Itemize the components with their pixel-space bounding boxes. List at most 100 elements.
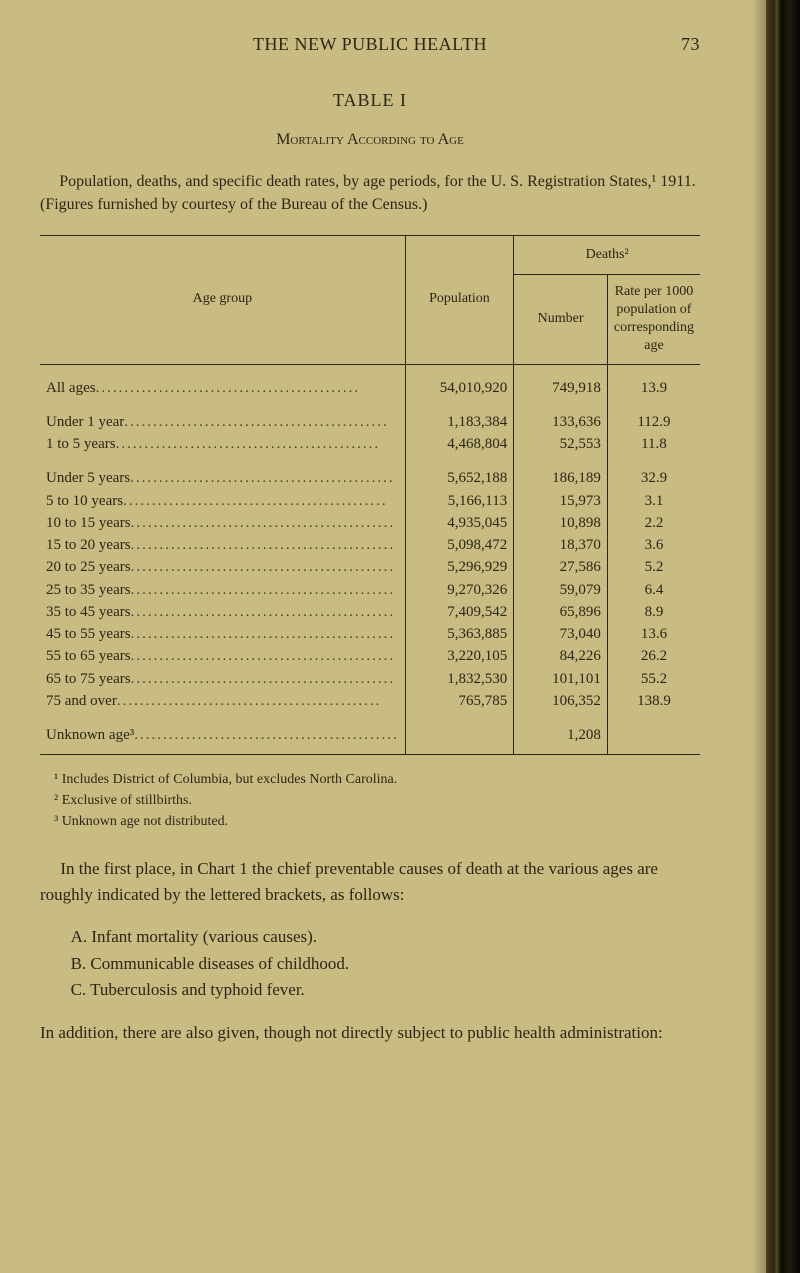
cell-population: 1,832,530 xyxy=(405,668,514,690)
table-row: Under 5 years 5,652,188186,18932.9 xyxy=(40,467,700,489)
row-label-text: 35 to 45 years xyxy=(46,602,131,622)
leader-dots xyxy=(131,602,399,622)
running-header: THE NEW PUBLIC HEALTH 73 xyxy=(40,32,700,56)
cell-age-label: 55 to 65 years xyxy=(40,645,405,667)
cell-rate: 8.9 xyxy=(607,601,700,623)
leader-dots xyxy=(117,691,399,711)
cell-deaths-number: 10,898 xyxy=(514,512,608,534)
row-label-text: 55 to 65 years xyxy=(46,646,131,666)
table-row: Under 1 year1,183,384133,636112.9 xyxy=(40,411,700,433)
row-label-text: 15 to 20 years xyxy=(46,535,131,555)
cell-rate: 55.2 xyxy=(607,668,700,690)
row-label-text: 65 to 75 years xyxy=(46,669,131,689)
leader-dots xyxy=(131,580,399,600)
leader-dots xyxy=(134,725,399,745)
cell-population: 5,296,929 xyxy=(405,556,514,578)
col-head-rate: Rate per 1000 population of correspondin… xyxy=(607,274,700,364)
leader-dots xyxy=(123,491,399,511)
cell-deaths-number: 186,189 xyxy=(514,467,608,489)
cell-population: 7,409,542 xyxy=(405,601,514,623)
cell-rate: 13.6 xyxy=(607,623,700,645)
book-binding-edge xyxy=(766,0,800,1273)
row-label-text: 5 to 10 years xyxy=(46,491,123,511)
leader-dots xyxy=(131,624,399,644)
row-label-text: 1 to 5 years xyxy=(46,434,116,454)
cell-deaths-number: 59,079 xyxy=(514,579,608,601)
table-row: Unknown age³ 1,208 xyxy=(40,724,700,746)
cell-rate: 26.2 xyxy=(607,645,700,667)
table-title: TABLE I xyxy=(40,88,700,112)
footnote-3: ³ Unknown age not distributed. xyxy=(40,811,700,832)
cell-rate: 138.9 xyxy=(607,690,700,712)
row-label-text: Unknown age³ xyxy=(46,725,134,745)
cell-population: 4,935,045 xyxy=(405,512,514,534)
table-row: 45 to 55 years5,363,88573,04013.6 xyxy=(40,623,700,645)
mortality-table: Age group Population Deaths² Number Rate… xyxy=(40,235,700,756)
cell-rate: 2.2 xyxy=(607,512,700,534)
cell-age-label: 1 to 5 years xyxy=(40,433,405,455)
cell-age-label: Unknown age³ xyxy=(40,724,405,746)
cell-rate: 6.4 xyxy=(607,579,700,601)
table-row: 65 to 75 years 1,832,530101,10155.2 xyxy=(40,668,700,690)
row-label-text: Under 5 years xyxy=(46,468,130,488)
row-label-text: Under 1 year xyxy=(46,412,124,432)
cell-deaths-number: 101,101 xyxy=(514,668,608,690)
row-label-text: All ages xyxy=(46,378,96,398)
row-label-text: 20 to 25 years xyxy=(46,557,131,577)
cell-deaths-number: 133,636 xyxy=(514,411,608,433)
cell-age-label: 65 to 75 years xyxy=(40,668,405,690)
cell-deaths-number: 15,973 xyxy=(514,490,608,512)
table-row: 35 to 45 years7,409,54265,8968.9 xyxy=(40,601,700,623)
page-wrap: THE NEW PUBLIC HEALTH 73 TABLE I Mortali… xyxy=(0,0,800,1273)
cell-population: 5,166,113 xyxy=(405,490,514,512)
cell-rate: 13.9 xyxy=(607,377,700,399)
cell-rate xyxy=(607,724,700,746)
body-paragraph-2: In addition, there are also given, thoug… xyxy=(40,1020,700,1046)
cell-deaths-number: 18,370 xyxy=(514,534,608,556)
cell-rate: 32.9 xyxy=(607,467,700,489)
cell-age-label: 25 to 35 years xyxy=(40,579,405,601)
cell-population: 5,363,885 xyxy=(405,623,514,645)
cell-age-label: 20 to 25 years xyxy=(40,556,405,578)
page-content: THE NEW PUBLIC HEALTH 73 TABLE I Mortali… xyxy=(40,32,700,1063)
cell-age-label: 15 to 20 years xyxy=(40,534,405,556)
cell-deaths-number: 1,208 xyxy=(514,724,608,746)
table-row: 25 to 35 years 9,270,32659,0796.4 xyxy=(40,579,700,601)
leader-dots xyxy=(131,646,399,666)
cell-age-label: 75 and over xyxy=(40,690,405,712)
footnote-1: ¹ Includes District of Columbia, but exc… xyxy=(40,769,700,790)
col-head-population: Population xyxy=(405,235,514,364)
cell-population xyxy=(405,724,514,746)
table-row: 15 to 20 years5,098,47218,3703.6 xyxy=(40,534,700,556)
list-item-c: C. Tuberculosis and typhoid fever. xyxy=(71,977,700,1003)
table-row: 5 to 10 years5,166,11315,9733.1 xyxy=(40,490,700,512)
leader-dots xyxy=(131,557,399,577)
leader-dots xyxy=(131,513,399,533)
col-head-number: Number xyxy=(514,274,608,364)
cell-age-label: Under 5 years xyxy=(40,467,405,489)
header-spacer xyxy=(40,32,80,56)
row-label-text: 10 to 15 years xyxy=(46,513,131,533)
leader-dots xyxy=(116,434,399,454)
running-head-title: THE NEW PUBLIC HEALTH xyxy=(80,32,660,56)
list-item-b: B. Communicable diseases of childhood. xyxy=(71,951,700,977)
cell-age-label: 5 to 10 years xyxy=(40,490,405,512)
table-intro-paragraph: Population, deaths, and specific death r… xyxy=(40,170,700,216)
body-paragraph-1: In the first place, in Chart 1 the chief… xyxy=(40,856,700,907)
table-subtitle: Mortality According to Age xyxy=(40,129,700,151)
cell-age-label: All ages xyxy=(40,377,405,399)
lettered-list: A. Infant mortality (various causes). B.… xyxy=(71,924,700,1003)
cell-population: 5,098,472 xyxy=(405,534,514,556)
leader-dots xyxy=(131,669,399,689)
table-row: 10 to 15 years 4,935,04510,8982.2 xyxy=(40,512,700,534)
cell-population: 765,785 xyxy=(405,690,514,712)
table-row: 75 and over765,785106,352138.9 xyxy=(40,690,700,712)
cell-population: 1,183,384 xyxy=(405,411,514,433)
cell-deaths-number: 749,918 xyxy=(514,377,608,399)
cell-age-label: 45 to 55 years xyxy=(40,623,405,645)
cell-population: 5,652,188 xyxy=(405,467,514,489)
cell-population: 9,270,326 xyxy=(405,579,514,601)
row-label-text: 25 to 35 years xyxy=(46,580,131,600)
cell-deaths-number: 27,586 xyxy=(514,556,608,578)
page-number: 73 xyxy=(660,32,700,56)
